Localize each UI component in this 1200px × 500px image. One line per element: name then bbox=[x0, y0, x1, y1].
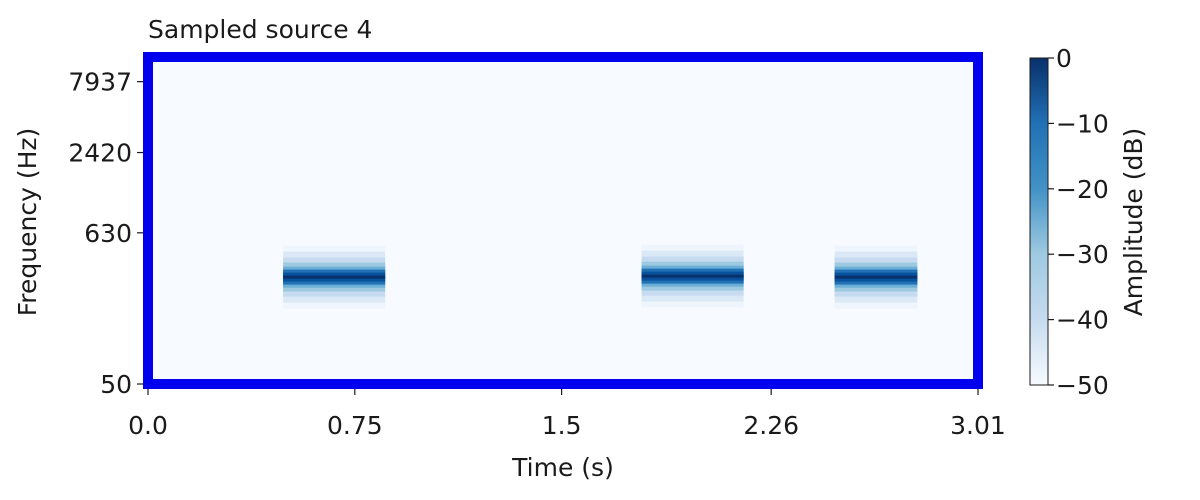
event-1 bbox=[283, 245, 386, 309]
event-3 bbox=[834, 245, 918, 309]
colorbar: 0 −10 −20 −30 −40 −50 Amplitude (dB) bbox=[1029, 44, 1148, 400]
event-band bbox=[834, 275, 918, 279]
colorbar-strip bbox=[1029, 57, 1049, 386]
colorbar-label: Amplitude (dB) bbox=[1119, 128, 1148, 317]
y-tick-label: 7937 bbox=[68, 68, 132, 97]
event-band bbox=[641, 274, 744, 278]
x-tick-label: 2.26 bbox=[743, 411, 799, 440]
x-tick-label: 0.75 bbox=[327, 411, 383, 440]
x-tick-label: 1.5 bbox=[542, 411, 582, 440]
y-tick-label: 630 bbox=[84, 219, 132, 248]
x-axis-label: Time (s) bbox=[511, 453, 614, 482]
colorbar-tick-label: −50 bbox=[1056, 371, 1109, 400]
event-layer bbox=[283, 244, 918, 309]
y-axis-label: Frequency (Hz) bbox=[13, 128, 42, 317]
event-2 bbox=[641, 244, 744, 308]
colorbar-tick-label: −10 bbox=[1056, 109, 1109, 138]
x-tick-label: 3.01 bbox=[950, 411, 1006, 440]
colorbar-tick-label: −20 bbox=[1056, 175, 1109, 204]
y-tick-label: 50 bbox=[100, 370, 132, 399]
y-tick-label: 2420 bbox=[68, 139, 132, 168]
colorbar-ticks: 0 −10 −20 −30 −40 −50 bbox=[1048, 44, 1109, 400]
chart-title: Sampled source 4 bbox=[148, 15, 372, 44]
x-axis: 0.0 0.75 1.5 2.26 3.01 bbox=[128, 389, 1006, 440]
colorbar-tick-label: −40 bbox=[1056, 306, 1109, 335]
x-tick-label: 0.0 bbox=[128, 411, 168, 440]
event-band bbox=[283, 275, 386, 279]
plot-area bbox=[143, 52, 983, 389]
spectrogram-background bbox=[148, 57, 978, 384]
colorbar-tick-label: −30 bbox=[1056, 240, 1109, 269]
colorbar-tick-label: 0 bbox=[1056, 44, 1072, 73]
y-axis: 50 630 2420 7937 bbox=[68, 68, 143, 399]
plot-frame bbox=[143, 52, 983, 389]
